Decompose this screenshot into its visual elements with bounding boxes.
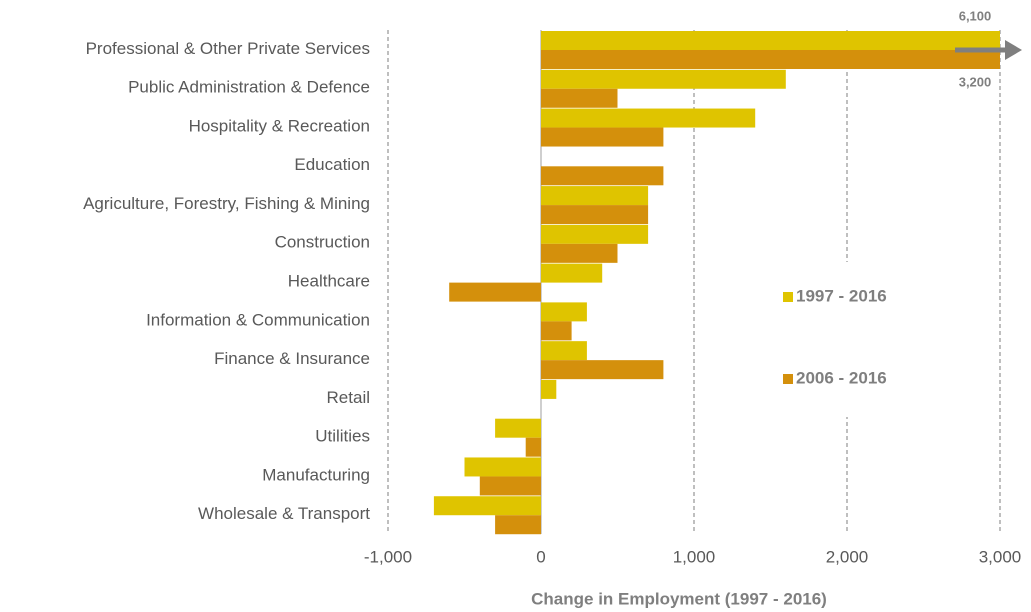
y-tick-label: Retail	[327, 388, 370, 407]
legend-swatch	[783, 374, 793, 384]
y-tick-label: Manufacturing	[262, 465, 370, 484]
y-tick-label: Education	[294, 155, 370, 174]
legend-box	[770, 262, 930, 417]
bar	[541, 224, 649, 244]
bar	[495, 418, 541, 438]
bar	[541, 341, 587, 361]
x-tick-label: 3,000	[979, 547, 1022, 566]
legend-label: 1997 - 2016	[796, 286, 887, 305]
y-tick-label: Hospitality & Recreation	[189, 116, 370, 135]
y-tick-label: Public Administration & Defence	[128, 78, 370, 97]
value-label: 3,200	[959, 74, 992, 89]
bar	[541, 186, 649, 206]
overflow-arrowhead	[1005, 40, 1022, 60]
bar	[541, 302, 587, 322]
x-tick-label: 0	[536, 547, 545, 566]
bar	[495, 515, 541, 535]
value-label: 6,100	[959, 8, 992, 23]
bar	[541, 108, 756, 128]
y-tick-label: Utilities	[315, 427, 370, 446]
bar	[541, 205, 649, 225]
bar	[464, 457, 541, 477]
x-tick-label: 2,000	[826, 547, 869, 566]
y-tick-label: Professional & Other Private Services	[86, 39, 370, 58]
bar	[541, 379, 557, 399]
x-axis-title: Change in Employment (1997 - 2016)	[531, 589, 827, 608]
bar	[541, 127, 664, 147]
y-tick-label: Healthcare	[288, 271, 370, 290]
bar	[541, 321, 572, 341]
legend-swatch	[783, 292, 793, 302]
y-tick-label: Wholesale & Transport	[198, 504, 370, 523]
bars	[433, 31, 1000, 535]
bar	[541, 263, 603, 283]
y-tick-label: Finance & Insurance	[214, 349, 370, 368]
bar	[479, 476, 541, 496]
y-tick-label: Construction	[275, 233, 370, 252]
bar	[449, 282, 541, 302]
legend-label: 2006 - 2016	[796, 368, 887, 387]
bar	[541, 88, 618, 108]
bar	[541, 243, 618, 263]
bar	[541, 49, 1000, 69]
x-tick-label: 1,000	[673, 547, 716, 566]
bar	[541, 360, 664, 380]
bar	[525, 437, 541, 457]
bar	[541, 166, 664, 186]
labels: -1,000 0 1,000 2,000 3,000 Professional & Oth…	[83, 8, 1021, 566]
y-tick-label: Information & Communication	[146, 310, 370, 329]
x-tick-label: -1,000	[364, 547, 412, 566]
bar	[433, 496, 541, 516]
y-tick-label: Agriculture, Forestry, Fishing & Mining	[83, 194, 370, 213]
bar	[541, 31, 1000, 50]
bar	[541, 69, 786, 89]
